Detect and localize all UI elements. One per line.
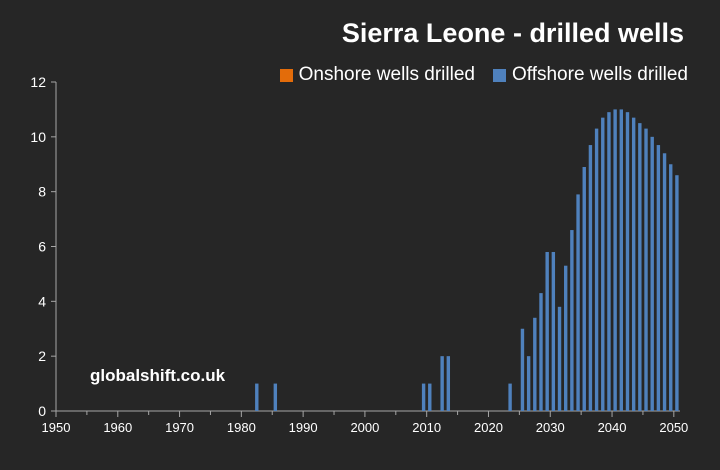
offshore-bar — [582, 166, 586, 411]
offshore-bar — [594, 128, 599, 411]
legend-label-onshore: Onshore wells drilled — [298, 64, 475, 85]
watermark-text: globalshift.co.uk — [90, 366, 226, 385]
offshore-bar — [625, 112, 630, 412]
y-tick-label: 6 — [38, 239, 46, 255]
offshore-bar — [570, 230, 574, 411]
offshore-bar — [508, 383, 512, 411]
legend-swatch-onshore — [279, 68, 293, 82]
legend-item-offshore: Offshore wells drilled — [492, 64, 688, 86]
legend-swatch-offshore — [492, 68, 506, 82]
offshore-bar — [557, 306, 562, 411]
offshore-bar — [650, 136, 654, 412]
offshore-bar — [440, 356, 444, 411]
x-tick-label: 2020 — [474, 420, 503, 435]
offshore-bar — [520, 328, 525, 411]
offshore-bar — [607, 112, 611, 412]
y-tick-label: 12 — [30, 74, 46, 90]
y-tick-label: 0 — [38, 403, 46, 419]
offshore-bar — [446, 356, 451, 411]
x-tick-label: 2050 — [659, 420, 688, 435]
x-tick-label: 2040 — [598, 420, 627, 435]
offshore-bar — [551, 251, 556, 411]
offshore-bar — [644, 128, 648, 411]
legend-label-offshore: Offshore wells drilled — [511, 64, 688, 85]
offshore-bar — [656, 145, 661, 411]
offshore-bar — [421, 383, 426, 411]
offshore-bar — [255, 383, 259, 411]
offshore-bar — [273, 383, 278, 411]
offshore-bar — [675, 175, 679, 411]
offshore-bar — [545, 251, 549, 411]
x-tick-label: 1980 — [227, 420, 256, 435]
offshore-bar — [631, 117, 636, 412]
x-tick-label: 1990 — [289, 420, 318, 435]
offshore-bar — [539, 293, 543, 411]
x-tick-label: 1960 — [103, 420, 132, 435]
y-tick-label: 8 — [38, 184, 46, 200]
x-tick-label: 2010 — [412, 420, 441, 435]
offshore-bar — [662, 153, 667, 412]
x-tick-label: 1970 — [165, 420, 194, 435]
offshore-bar — [428, 383, 432, 411]
offshore-bar — [613, 109, 617, 412]
x-tick-label: 2000 — [350, 420, 379, 435]
legend-item-onshore: Onshore wells drilled — [279, 64, 475, 86]
x-tick-label: 1950 — [42, 420, 71, 435]
offshore-bar — [576, 194, 580, 411]
offshore-bar — [669, 164, 673, 411]
chart-legend: Onshore wells drilled Offshore wells dri… — [279, 64, 688, 86]
offshore-bar — [564, 265, 568, 411]
offshore-bar — [601, 117, 605, 412]
y-tick-label: 4 — [38, 293, 46, 309]
offshore-bar — [588, 145, 593, 411]
y-tick-label: 10 — [30, 129, 46, 145]
offshore-bar — [638, 123, 642, 411]
offshore-bar — [619, 109, 624, 412]
offshore-bar — [526, 356, 531, 411]
offshore-bar — [533, 317, 537, 411]
x-tick-label: 2030 — [536, 420, 565, 435]
y-tick-label: 2 — [38, 348, 46, 364]
chart-title: Sierra Leone - drilled wells — [341, 18, 684, 48]
